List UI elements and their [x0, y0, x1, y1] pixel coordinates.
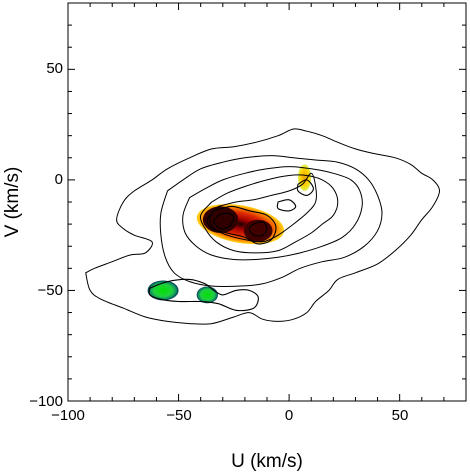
x-tick-label: 50: [392, 407, 409, 424]
y-tick-label: 0: [55, 171, 63, 188]
contour-line: [199, 174, 339, 254]
x-tick-label: −100: [51, 407, 85, 424]
x-tick-label: 0: [285, 407, 293, 424]
axis-ticks: [67, 2, 467, 402]
contour-line: [213, 212, 235, 230]
contour-line: [85, 128, 441, 325]
x-tick-labels: −100 −50 0 50: [51, 407, 408, 424]
contour-line: [182, 166, 363, 261]
density-peak-yellow: [297, 164, 312, 191]
contour-line: [148, 278, 259, 312]
contour-line: [206, 205, 277, 245]
contour-line: [248, 221, 268, 237]
y-tick-labels: 50 0 −50 −100: [29, 60, 63, 410]
x-tick-label: −50: [166, 407, 191, 424]
density-peak-green: [196, 286, 218, 304]
contour-line: [296, 179, 314, 196]
y-tick-label: −50: [38, 282, 63, 299]
density-peak-green: [147, 280, 179, 301]
y-axis-label: V (km/s): [2, 167, 23, 238]
density-contours: [85, 128, 441, 325]
contour-line: [208, 172, 317, 243]
contour-line: [159, 155, 383, 287]
y-tick-label: 50: [46, 60, 63, 77]
y-tick-label: −100: [29, 393, 63, 410]
contour-line: [276, 199, 297, 212]
plot-frame: [67, 2, 467, 402]
x-axis-label: U (km/s): [231, 451, 303, 472]
